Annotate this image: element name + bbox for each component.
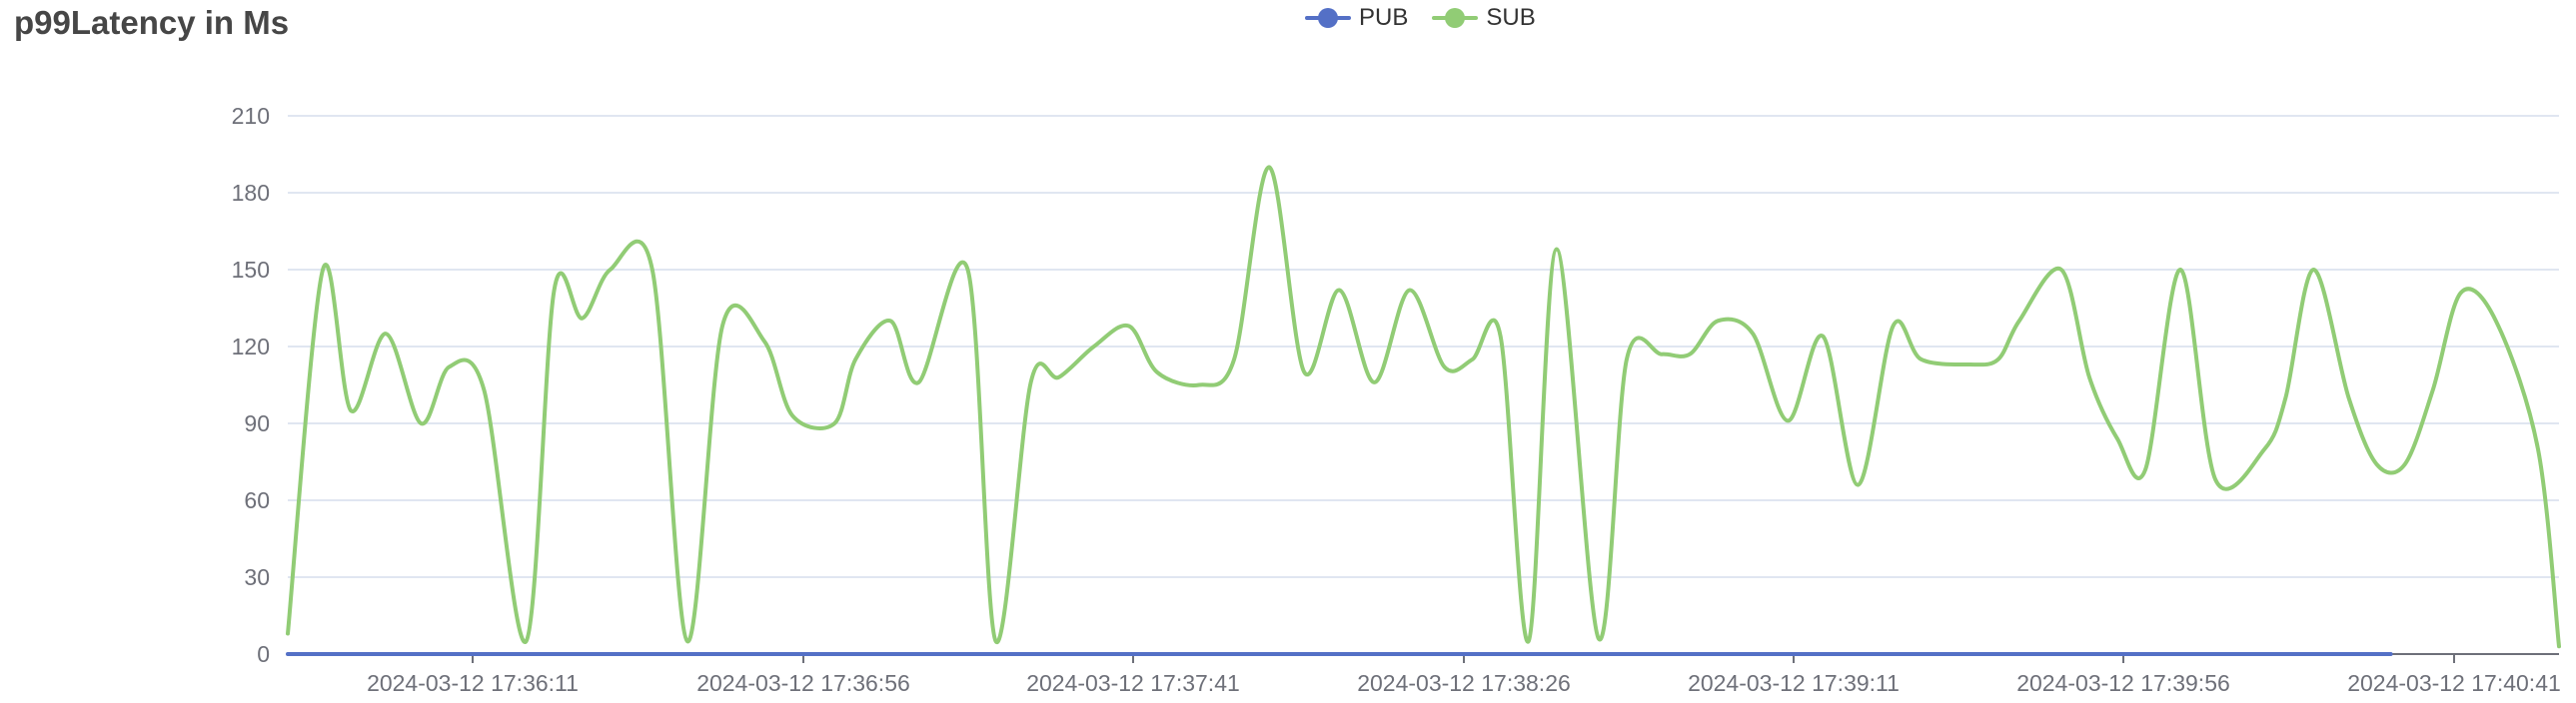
x-tick-label: 2024-03-12 17:39:11 xyxy=(1688,670,1900,696)
series-lines xyxy=(286,165,2561,657)
y-tick-label: 150 xyxy=(232,257,270,283)
y-tick-label: 60 xyxy=(244,487,270,513)
y-tick-label: 30 xyxy=(244,564,270,590)
y-tick-label: 210 xyxy=(232,103,270,129)
x-tick-label: 2024-03-12 17:36:56 xyxy=(696,670,910,696)
x-tick-label: 2024-03-12 17:36:11 xyxy=(367,670,579,696)
x-axis: 2024-03-12 17:36:11 2024-03-12 17:36:56 20… xyxy=(288,653,2561,696)
legend-label-sub: SUB xyxy=(1486,4,1536,31)
y-tick-label: 180 xyxy=(232,180,270,206)
x-tick-label: 2024-03-12 17:39:56 xyxy=(2016,670,2230,696)
grid-lines xyxy=(288,115,2559,578)
legend-label-pub: PUB xyxy=(1359,4,1409,31)
legend-item-sub[interactable]: SUB xyxy=(1432,4,1536,32)
y-tick-label: 0 xyxy=(257,641,270,667)
chart-title: p99Latency in Ms xyxy=(14,4,290,41)
legend-item-pub[interactable]: PUB xyxy=(1305,4,1408,32)
x-tick-label: 2024-03-12 17:37:41 xyxy=(1026,670,1240,696)
y-tick-label: 120 xyxy=(232,334,270,359)
line-series-icon xyxy=(1305,4,1351,32)
legend: PUB SUB xyxy=(1305,4,1536,32)
x-tick-label: 2024-03-12 17:40:41 xyxy=(2347,670,2561,696)
y-tick-label: 90 xyxy=(244,410,270,436)
series-line-sub xyxy=(286,165,2561,649)
line-series-icon xyxy=(1432,4,1479,32)
y-axis: 0 30 60 90 120 150 180 210 xyxy=(232,103,270,667)
x-tick-label: 2024-03-12 17:38:26 xyxy=(1357,670,1571,696)
